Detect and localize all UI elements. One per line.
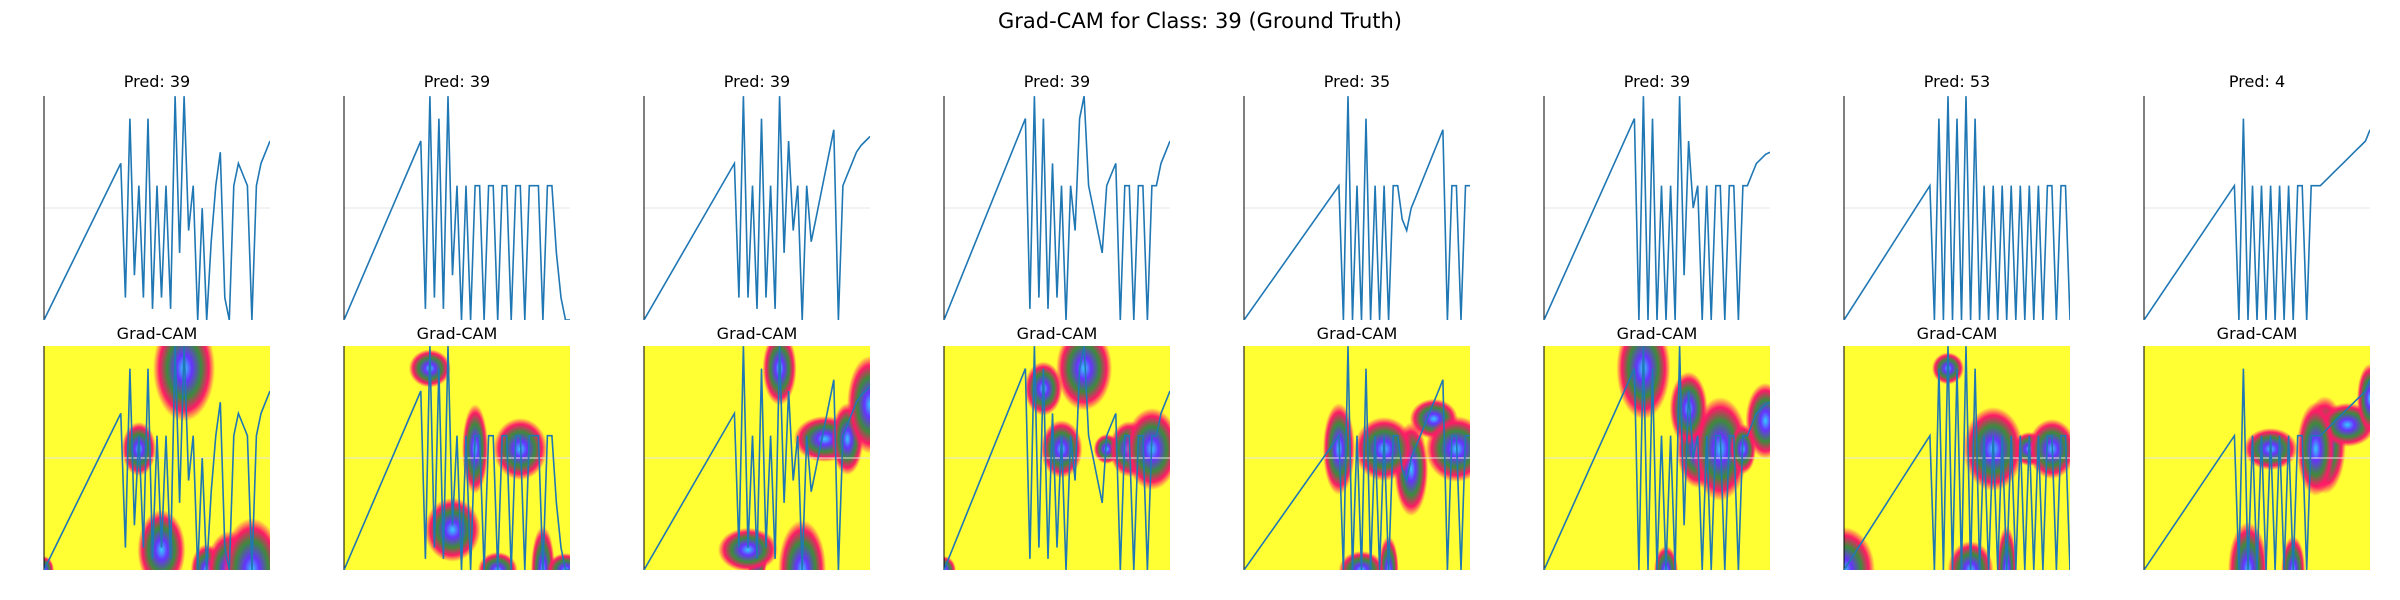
signal-series-line (2144, 368, 2370, 570)
signal-series-line (344, 96, 570, 320)
signal-panel (343, 96, 570, 320)
pred-title: Pred: 39 (1623, 72, 1691, 91)
signal-series-line (2144, 118, 2370, 320)
gradcam-title: Grad-CAM (2216, 324, 2298, 343)
gradcam-heatmap (944, 346, 1170, 570)
gradcam-hotspot (2357, 363, 2370, 434)
gradcam-title: Grad-CAM (1316, 324, 1398, 343)
signal-series-line (944, 96, 1170, 320)
gradcam-title: Grad-CAM (1016, 324, 1098, 343)
gradcam-panel (2143, 346, 2370, 570)
signal-series-line (344, 346, 570, 570)
signal-panel (643, 96, 870, 320)
gradcam-hotspot (221, 518, 270, 570)
signal-series-line (1244, 96, 1470, 320)
gradcam-hotspot (153, 346, 216, 422)
pred-title: Pred: 39 (723, 72, 791, 91)
signal-series-line (644, 346, 870, 570)
signal-series-line (944, 346, 1170, 570)
gradcam-hotspot (847, 355, 870, 454)
signal-series-line (1244, 346, 1470, 570)
signal-series-line (44, 346, 270, 570)
gradcam-heatmap (644, 346, 870, 570)
gradcam-title: Grad-CAM (116, 324, 198, 343)
gradcam-title: Grad-CAM (1616, 324, 1698, 343)
signal-panel (1843, 96, 2070, 320)
gradcam-panel (943, 346, 1170, 570)
signal-series-line (1544, 346, 1770, 570)
gradcam-title: Grad-CAM (416, 324, 498, 343)
pred-title: Pred: 4 (2228, 72, 2286, 91)
signal-series-line (1844, 96, 2070, 320)
gradcam-panel (1543, 346, 1770, 570)
gradcam-hotspot (718, 527, 778, 570)
gradcam-hotspot (1745, 382, 1770, 459)
gradcam-hotspot (1425, 416, 1470, 482)
gradcam-panel (1843, 346, 2070, 570)
gradcam-panel (43, 346, 270, 570)
signal-series-line (644, 96, 870, 320)
signal-series-line (1844, 346, 2070, 570)
pred-title: Pred: 39 (1023, 72, 1091, 91)
signal-panel (1543, 96, 1770, 320)
pred-title: Pred: 35 (1323, 72, 1391, 91)
gradcam-heatmap (2144, 346, 2370, 570)
signal-panel (43, 96, 270, 320)
gradcam-hotspot (778, 520, 827, 570)
gradcam-hotspot (1056, 346, 1113, 411)
signal-series-line (44, 96, 270, 320)
signal-panel (1243, 96, 1470, 320)
gradcam-hotspot (1124, 408, 1170, 490)
pred-title: Pred: 39 (123, 72, 191, 91)
signal-panel (2143, 96, 2370, 320)
signal-series-line (1544, 96, 1770, 320)
gradcam-title: Grad-CAM (716, 324, 798, 343)
gradcam-panel (643, 346, 870, 570)
gradcam-title: Grad-CAM (1916, 324, 1998, 343)
figure-title: Grad-CAM for Class: 39 (Ground Truth) (998, 9, 1402, 33)
gradcam-hotspot (424, 497, 481, 562)
gradcam-hotspot (944, 556, 956, 570)
signal-panel (943, 96, 1170, 320)
gradcam-hotspot (2296, 402, 2335, 496)
pred-title: Pred: 53 (1923, 72, 1991, 91)
gradcam-panel (1243, 346, 1470, 570)
pred-title: Pred: 39 (423, 72, 491, 91)
gradcam-panel (343, 346, 570, 570)
